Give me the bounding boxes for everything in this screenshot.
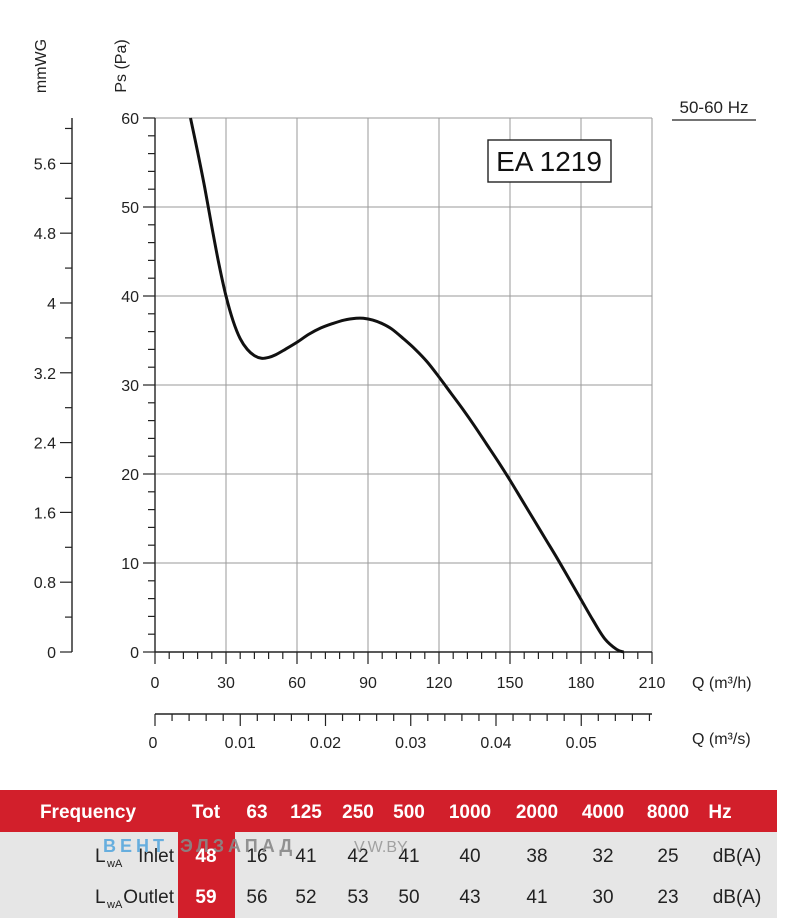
x-tick-label: 0 bbox=[151, 675, 160, 692]
x-tick-label: 210 bbox=[639, 675, 666, 692]
row-value-cell: 53 bbox=[347, 887, 368, 908]
grid bbox=[154, 117, 653, 653]
y2-tick-label: 0.8 bbox=[34, 575, 56, 592]
y-tick-label: 30 bbox=[121, 378, 139, 395]
watermark-part3: V.W.BY bbox=[354, 839, 408, 856]
x2-tick-label: 0.01 bbox=[225, 735, 256, 752]
row-value-cell: 30 bbox=[592, 887, 613, 908]
table-header-bg bbox=[0, 790, 777, 832]
x2-axis-title: Q (m³/s) bbox=[692, 731, 751, 748]
row-unit: dB(A) bbox=[713, 846, 762, 867]
row-value-cell: 16 bbox=[246, 846, 267, 867]
y-tick-label: 20 bbox=[121, 467, 139, 484]
watermark-part2: ЭЛЗАПАД bbox=[180, 836, 296, 856]
frequency-label-group: 50-60 Hz bbox=[672, 98, 756, 121]
y2-tick-label: 0 bbox=[47, 645, 56, 662]
x2-tick-label: 0 bbox=[149, 735, 158, 752]
model-box bbox=[487, 139, 612, 183]
row-value-cell: 42 bbox=[347, 846, 368, 867]
x-tick-label: 90 bbox=[359, 675, 377, 692]
x-tick-label: 30 bbox=[217, 675, 235, 692]
table-header-cell: 250 bbox=[342, 802, 374, 823]
y2-tick-label: 1.6 bbox=[34, 505, 56, 522]
row-label-L: L bbox=[95, 887, 106, 908]
table-tot-column-bg bbox=[178, 832, 235, 918]
row-label-name: Outlet bbox=[123, 887, 174, 908]
row-value-cell: 41 bbox=[398, 846, 419, 867]
frequency-label: 50-60 Hz bbox=[680, 98, 749, 117]
x-tick-label: 150 bbox=[497, 675, 524, 692]
y-tick-label: 0 bbox=[130, 645, 139, 662]
row-tot-cell: 59 bbox=[195, 887, 216, 908]
x2-tick-label: 0.03 bbox=[395, 735, 426, 752]
row-value-cell: 38 bbox=[526, 846, 547, 867]
row-value-cell: 32 bbox=[592, 846, 613, 867]
y2-tick-label: 2.4 bbox=[34, 436, 56, 453]
axes bbox=[60, 117, 653, 726]
x-axis-title: Q (m³/h) bbox=[692, 675, 752, 692]
model-label: EA 1219 bbox=[496, 146, 602, 177]
row-label-sub: wA bbox=[106, 858, 123, 870]
table-header-cell: 1000 bbox=[449, 802, 491, 823]
row-value-cell: 43 bbox=[459, 887, 480, 908]
watermark-part1: ВЕНТ bbox=[103, 836, 168, 856]
y2-tick-label: 5.6 bbox=[34, 156, 56, 173]
table-header-cell: 4000 bbox=[582, 802, 624, 823]
watermark: ВЕНТ ЭЛЗАПАД V.W.BY bbox=[103, 836, 408, 856]
table-header-frequency: Frequency bbox=[40, 802, 137, 823]
table-body-bg bbox=[0, 832, 777, 918]
row-unit: dB(A) bbox=[713, 887, 762, 908]
row-tot-cell: 48 bbox=[195, 846, 216, 867]
row-label-name: Inlet bbox=[138, 846, 175, 867]
x2-tick-label: 0.05 bbox=[566, 735, 597, 752]
row-value-cell: 52 bbox=[295, 887, 316, 908]
pressure-curve bbox=[189, 117, 625, 654]
y-axis-title: Ps (Pa) bbox=[113, 39, 130, 92]
row-value-cell: 41 bbox=[526, 887, 547, 908]
x-tick-label: 60 bbox=[288, 675, 306, 692]
row-value-cell: 40 bbox=[459, 846, 480, 867]
x-tick-label: 180 bbox=[568, 675, 595, 692]
table-header-cell: 8000 bbox=[647, 802, 689, 823]
table-header-cell: 500 bbox=[393, 802, 425, 823]
x2-tick-label: 0.04 bbox=[480, 735, 511, 752]
table-header-cell: 2000 bbox=[516, 802, 558, 823]
y2-axis-title: mmWG bbox=[33, 39, 50, 93]
y2-tick-label: 4.8 bbox=[34, 226, 56, 243]
row-label-sub: wA bbox=[106, 899, 123, 911]
table-header-cell: Tot bbox=[192, 802, 221, 823]
y-tick-label: 10 bbox=[121, 556, 139, 573]
noise-table: Frequency Tot 63 125 250 500 1000 2000 4000 8000 H… bbox=[0, 790, 777, 918]
row-value-cell: 56 bbox=[246, 887, 267, 908]
table-header-cell: 63 bbox=[246, 802, 267, 823]
row-label-L: L bbox=[95, 846, 106, 867]
row-value-cell: 41 bbox=[295, 846, 316, 867]
y2-tick-label: 3.2 bbox=[34, 366, 56, 383]
row-value-cell: 50 bbox=[398, 887, 419, 908]
x-tick-label: 120 bbox=[426, 675, 453, 692]
row-value-cell: 23 bbox=[657, 887, 678, 908]
y-tick-label: 40 bbox=[121, 289, 139, 306]
x2-tick-label: 0.02 bbox=[310, 735, 341, 752]
row-value-cell: 25 bbox=[657, 846, 678, 867]
table-header-cell: Hz bbox=[708, 802, 731, 823]
y-tick-label: 50 bbox=[121, 200, 139, 217]
model-label-group: EA 1219 bbox=[487, 139, 612, 183]
y2-tick-label: 4 bbox=[47, 296, 56, 313]
y-tick-label: 60 bbox=[121, 111, 139, 128]
table-header-cell: 125 bbox=[290, 802, 322, 823]
table-header: Frequency Tot 63 125 250 500 1000 2000 4000 8000 H… bbox=[40, 802, 732, 823]
